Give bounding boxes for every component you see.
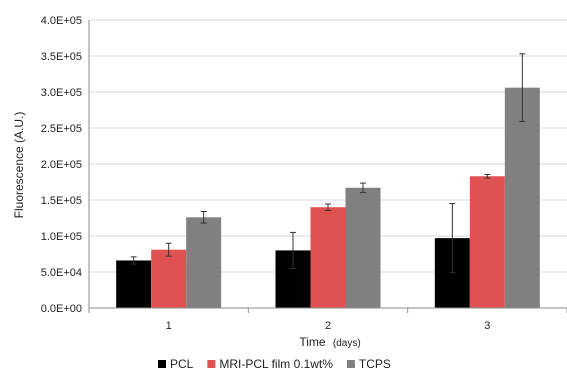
legend-item: TCPS xyxy=(346,357,391,371)
bar xyxy=(310,207,346,308)
y-tick-label: 3.0E+05 xyxy=(41,87,82,99)
y-tick-label: 1.5E+05 xyxy=(41,195,82,207)
bar xyxy=(116,260,152,308)
axes xyxy=(88,20,567,313)
legend-swatch xyxy=(158,360,166,368)
y-tick-label: 2.0E+05 xyxy=(41,159,82,171)
bar xyxy=(151,249,187,308)
x-tick-labels: 1 2 3 xyxy=(166,320,491,332)
bar xyxy=(345,187,381,308)
y-tick-label: 3.5E+05 xyxy=(41,51,82,63)
y-axis-title: Fluorescence (A.U.) xyxy=(12,112,26,219)
x-axis-title-unit: (days) xyxy=(333,338,361,349)
x-axis-title: Time (days) xyxy=(299,335,360,349)
legend-label: PCL xyxy=(170,357,194,371)
bars xyxy=(116,87,540,309)
legend-swatch xyxy=(207,360,216,368)
x-tick-label: 2 xyxy=(325,320,331,332)
legend-label: MRI-PCL film 0.1wt% xyxy=(219,357,333,371)
bar xyxy=(186,217,222,308)
bar xyxy=(469,176,505,308)
x-tick-label: 3 xyxy=(484,320,490,332)
x-axis-title-main: Time xyxy=(299,335,326,349)
legend-swatch xyxy=(346,360,355,368)
gridlines xyxy=(89,19,567,273)
y-tick-label: 2.5E+05 xyxy=(41,123,82,135)
legend-item: MRI-PCL film 0.1wt% xyxy=(207,357,333,371)
legend-label: TCPS xyxy=(359,357,391,371)
error-bars xyxy=(130,53,526,274)
bar xyxy=(504,87,540,309)
y-tick-labels: 0.0E+00 5.0E+04 1.0E+05 1.5E+05 2.0E+05 2.5E+… xyxy=(41,15,82,315)
y-tick-label: 5.0E+04 xyxy=(41,267,82,279)
x-tick-label: 1 xyxy=(166,320,172,332)
legend: PCL MRI-PCL film 0.1wt% TCPS xyxy=(158,357,391,371)
y-tick-label: 4.0E+05 xyxy=(41,15,82,27)
y-tick-label: 1.0E+05 xyxy=(41,231,82,243)
y-tick-label: 0.0E+00 xyxy=(41,303,82,315)
legend-item: PCL xyxy=(158,357,194,371)
